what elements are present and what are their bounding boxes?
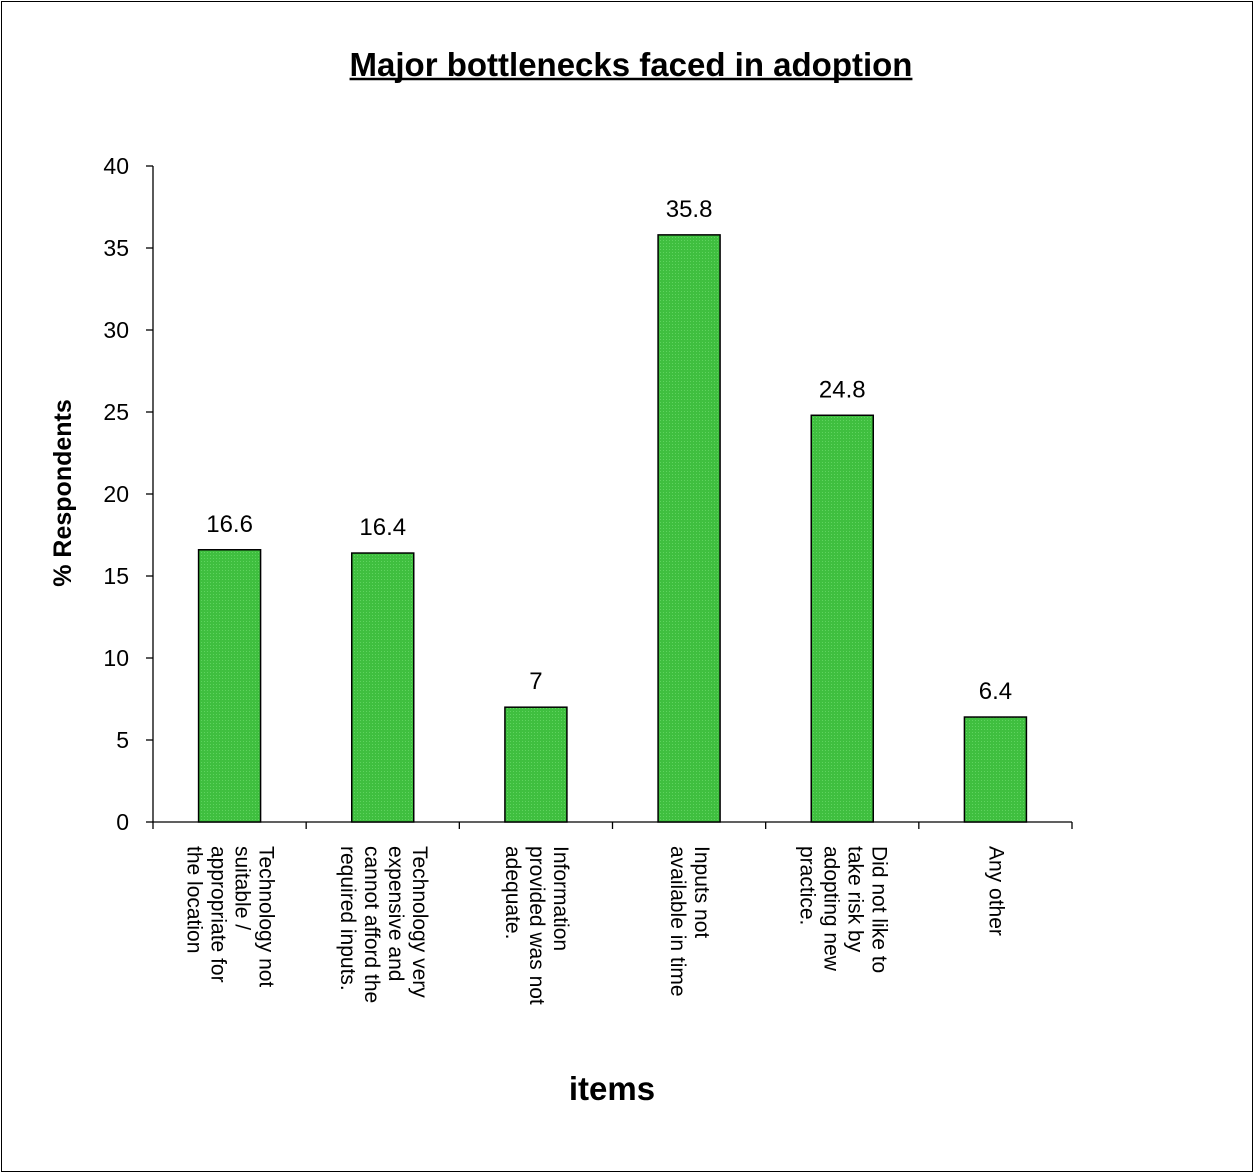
data-label: 35.8 — [666, 196, 713, 223]
bar — [351, 552, 415, 823]
x-axis-title: items — [569, 1070, 655, 1107]
y-tick-label: 35 — [103, 235, 129, 261]
bar — [197, 549, 262, 823]
data-label: 7 — [529, 668, 542, 695]
bar — [504, 706, 568, 823]
x-tick-label: Did not like totake risk byadopting newp… — [795, 846, 890, 973]
data-label: 6.4 — [979, 678, 1012, 705]
y-tick-label: 25 — [103, 399, 129, 425]
y-tick-label: 30 — [103, 317, 129, 343]
bar — [657, 234, 721, 823]
x-tick-label: Inputs notavailable in time — [666, 846, 713, 997]
y-axis-title: % Respondents — [49, 399, 77, 587]
x-tick-label: Technology veryexpensive andcannot affor… — [336, 846, 431, 1003]
data-label: 24.8 — [819, 376, 866, 403]
y-tick-label: 5 — [116, 727, 129, 753]
x-tick-label: Technology notsuitable /appropriate fort… — [183, 846, 278, 987]
bar — [963, 716, 1028, 823]
y-tick-label: 40 — [103, 153, 129, 179]
data-label: 16.6 — [206, 511, 253, 538]
bar — [810, 414, 874, 823]
y-tick-label: 20 — [103, 481, 129, 507]
x-tick-label: Informationprovided was notadequate. — [501, 846, 572, 1005]
y-tick-label: 10 — [103, 645, 129, 671]
chart-title: Major bottlenecks faced in adoption — [350, 46, 913, 83]
y-tick-label: 0 — [116, 809, 129, 835]
x-tick-label: Any other — [984, 846, 1007, 936]
y-tick-label: 15 — [103, 563, 129, 589]
data-label: 16.4 — [359, 514, 406, 541]
